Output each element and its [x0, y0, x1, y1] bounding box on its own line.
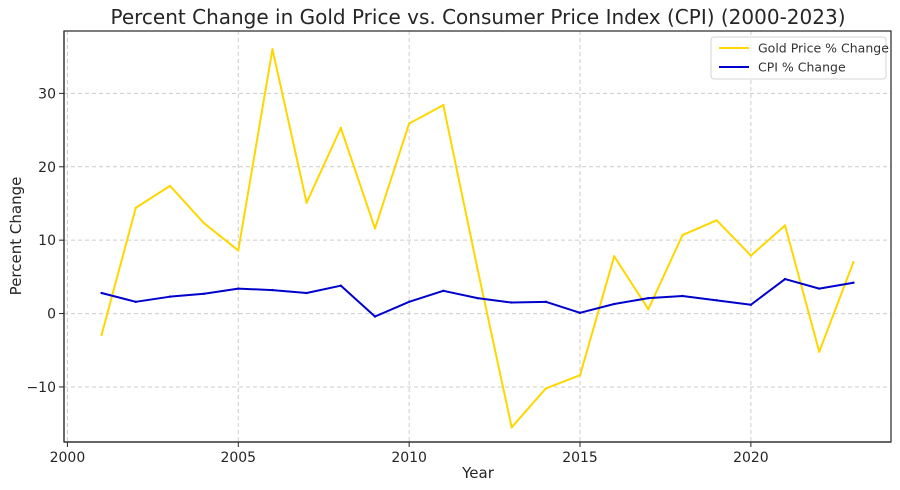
- data-point: [305, 291, 308, 295]
- data-point: [100, 333, 103, 337]
- data-point: [749, 254, 753, 257]
- y-tick-label: 20: [38, 160, 56, 176]
- x-tick-label: 2015: [562, 450, 598, 466]
- data-point: [476, 267, 479, 270]
- data-point: [168, 184, 172, 188]
- grid-layer: [64, 31, 891, 442]
- data-point: [100, 291, 103, 295]
- y-tick-label: 10: [38, 233, 56, 249]
- data-point: [510, 426, 513, 429]
- data-point: [407, 300, 411, 304]
- y-tick-label: −10: [26, 380, 56, 396]
- tick-layer: 2000 2005 2010 2015 2020 −10 0 10 20 30: [26, 86, 768, 466]
- x-tick-label: 2020: [733, 450, 769, 466]
- data-point: [852, 260, 855, 264]
- x-tick-label: 2005: [220, 450, 256, 466]
- data-point: [237, 249, 240, 252]
- data-point: [407, 122, 411, 125]
- data-point: [681, 233, 684, 237]
- data-point: [134, 206, 137, 210]
- data-point: [715, 299, 718, 302]
- data-point: [578, 311, 582, 315]
- data-point: [134, 300, 137, 304]
- data-point: [168, 295, 172, 298]
- data-point: [578, 374, 582, 377]
- data-point: [202, 222, 206, 225]
- data-point: [476, 296, 479, 300]
- legend: Gold Price % Change CPI % Change: [710, 36, 889, 80]
- data-point: [339, 284, 343, 287]
- data-point: [818, 287, 821, 290]
- data-point: [647, 307, 650, 311]
- data-point: [647, 296, 650, 300]
- data-point: [237, 287, 240, 290]
- data-point: [818, 350, 821, 353]
- data-point: [544, 300, 548, 304]
- series-layer: [100, 48, 855, 429]
- data-point: [442, 289, 445, 293]
- data-point: [305, 201, 308, 204]
- x-axis-label: Year: [461, 464, 495, 482]
- data-point: [271, 288, 274, 292]
- data-point: [373, 227, 377, 230]
- legend-label: Gold Price % Change: [758, 41, 889, 56]
- x-tick-label: 2010: [391, 450, 427, 466]
- data-point: [715, 219, 718, 222]
- legend-box: [710, 36, 887, 80]
- y-axis-label: Percent Change: [7, 177, 25, 296]
- chart-title: Percent Change in Gold Price vs. Consume…: [111, 5, 846, 29]
- data-point: [681, 294, 684, 298]
- data-point: [339, 126, 343, 130]
- y-tick-label: 30: [38, 86, 56, 102]
- x-tick-label: 2000: [50, 450, 86, 466]
- data-point: [544, 387, 548, 390]
- series-line-gold: [100, 48, 855, 429]
- data-point: [510, 301, 513, 304]
- data-point: [783, 224, 787, 227]
- data-point: [271, 48, 274, 51]
- data-point: [783, 277, 787, 281]
- data-point: [202, 292, 206, 295]
- plot-frame: [63, 30, 892, 443]
- data-point: [442, 103, 445, 107]
- data-point: [373, 315, 377, 318]
- data-point: [612, 255, 616, 258]
- legend-label: CPI % Change: [758, 60, 846, 75]
- data-point: [749, 303, 753, 306]
- data-point: [612, 302, 616, 306]
- y-tick-label: 0: [47, 307, 56, 323]
- data-point: [852, 281, 855, 284]
